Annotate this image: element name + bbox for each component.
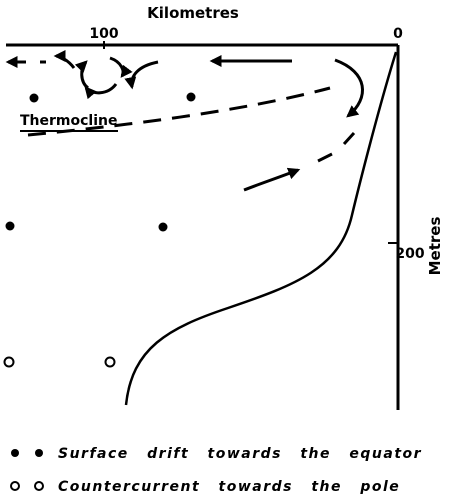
x-axis-title: Kilometres	[147, 4, 239, 22]
return-flow-dash	[342, 131, 356, 146]
legend-filled-dot-icon	[35, 449, 43, 457]
countercurrent-circle	[104, 356, 116, 368]
countercurrent-circle	[3, 356, 15, 368]
legend-surface-drift-text: Surface drift towards the equator	[58, 446, 422, 462]
thermal-profile-curve	[124, 51, 398, 406]
return-flow-arrow	[243, 167, 301, 192]
legend-filled-dot-icon	[11, 449, 19, 457]
eddy-right-arrow	[109, 56, 133, 78]
legend-open-circle-icon	[10, 481, 20, 491]
y-axis-title: Metres	[426, 217, 444, 276]
surface-drift-dot	[29, 93, 39, 103]
return-flow-dash	[317, 152, 333, 163]
legend-countercurrent-text: Countercurrent towards the pole	[58, 479, 400, 495]
surface-curl-arrow	[53, 50, 76, 69]
surface-drift-dot	[186, 92, 196, 102]
eddy-bottom-arrow	[84, 83, 118, 100]
x-tick-label-100: 100	[89, 26, 118, 42]
legend-open-circle-icon	[34, 481, 44, 491]
upwelling-loop-arrow	[334, 58, 364, 118]
x-tick-label-0: 0	[393, 26, 403, 42]
surface-drift-dot	[5, 221, 15, 231]
y-tick-label-200: 200	[395, 246, 424, 262]
eddy-left-arrow	[74, 60, 90, 90]
surface-drift-dot	[158, 222, 168, 232]
thermocline-label: Thermocline	[20, 113, 117, 129]
left-curl-arrow	[124, 60, 159, 90]
